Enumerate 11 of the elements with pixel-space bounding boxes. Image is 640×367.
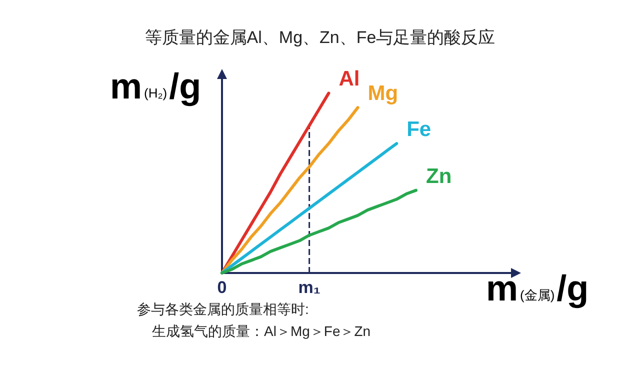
- y-axis-title: m(H₂)/g: [110, 66, 202, 106]
- series-label: Zn: [426, 164, 452, 188]
- x-tick-label: 0: [217, 278, 227, 297]
- chart-title: 等质量的金属Al、Mg、Zn、Fe与足量的酸反应: [144, 28, 496, 47]
- x-tick-label: m₁: [298, 278, 320, 297]
- series-label: Mg: [368, 82, 398, 106]
- x-axis-title: m(金属)/g: [486, 268, 589, 308]
- series-label: Fe: [406, 118, 432, 142]
- text: 参与各类金属的质量相等时:: [137, 301, 309, 317]
- text: 生成氢气的质量：Al＞Mg＞Fe＞Zn: [152, 323, 371, 339]
- series-label: Al: [338, 68, 360, 91]
